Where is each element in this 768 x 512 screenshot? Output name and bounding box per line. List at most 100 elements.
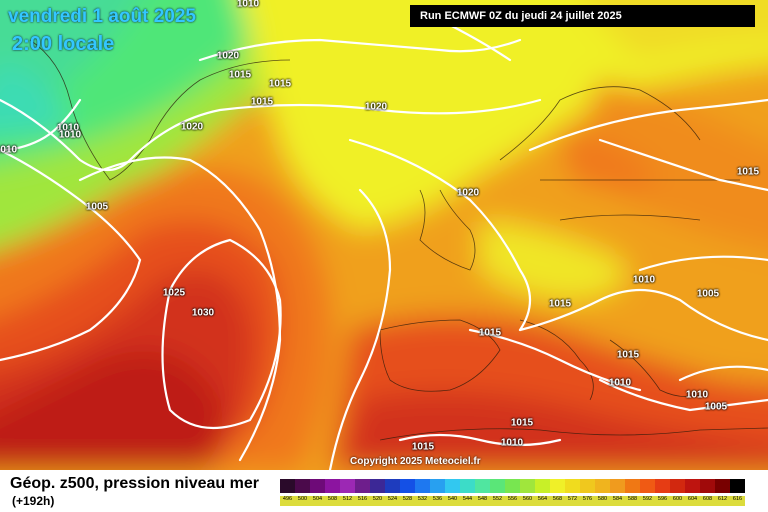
legend-swatch xyxy=(370,479,385,493)
isobar-label: 1020 xyxy=(216,50,240,62)
legend-swatch xyxy=(520,479,535,493)
legend-swatch xyxy=(430,479,445,493)
legend-swatch xyxy=(355,479,370,493)
isobar-label: 1015 xyxy=(228,69,252,81)
legend-tick: 592 xyxy=(640,496,655,506)
legend-swatch xyxy=(610,479,625,493)
legend-swatch xyxy=(700,479,715,493)
legend-swatch xyxy=(670,479,685,493)
map-caption-title: Géop. z500, pression niveau mer xyxy=(10,475,259,492)
legend-tick: 580 xyxy=(595,496,610,506)
legend-tick: 572 xyxy=(565,496,580,506)
isobar-label: 1015 xyxy=(548,298,572,310)
legend-swatch xyxy=(280,479,295,493)
isobar-label: 1015 xyxy=(268,78,292,90)
isobar-label: 1010 xyxy=(56,122,80,134)
forecast-time: 2:00 locale xyxy=(12,33,115,55)
isobar-label: 1015 xyxy=(616,349,640,361)
legend-swatch xyxy=(325,479,340,493)
run-banner: Run ECMWF 0Z du jeudi 24 juillet 2025 xyxy=(410,5,755,27)
legend-tick: 616 xyxy=(730,496,745,506)
legend-swatch xyxy=(640,479,655,493)
legend-tick: 544 xyxy=(460,496,475,506)
legend-tick: 528 xyxy=(400,496,415,506)
legend-swatch xyxy=(475,479,490,493)
isobar-label: 1010 xyxy=(685,389,709,401)
legend-tick: 504 xyxy=(310,496,325,506)
legend-swatch xyxy=(655,479,670,493)
copyright-text: Copyright 2025 Meteociel.fr xyxy=(350,456,481,467)
isobar-label: 1015 xyxy=(478,327,502,339)
legend-tick: 608 xyxy=(700,496,715,506)
legend-tick: 524 xyxy=(385,496,400,506)
legend-swatch xyxy=(415,479,430,493)
legend-tick: 508 xyxy=(325,496,340,506)
isobar-label: 1020 xyxy=(180,121,204,133)
isobar-label: 1015 xyxy=(411,441,435,453)
legend-tick: 520 xyxy=(370,496,385,506)
legend-tick: 532 xyxy=(415,496,430,506)
isobar-label: 1010 xyxy=(608,377,632,389)
legend-swatch xyxy=(550,479,565,493)
legend-tick: 516 xyxy=(355,496,370,506)
legend-tick: 576 xyxy=(580,496,595,506)
legend-tick: 540 xyxy=(445,496,460,506)
isobar-label: 1020 xyxy=(456,187,480,199)
legend-swatch xyxy=(460,479,475,493)
legend-swatch xyxy=(580,479,595,493)
isobar-label: 1005 xyxy=(704,401,728,413)
legend-tick: 564 xyxy=(535,496,550,506)
isobar-label: 1030 xyxy=(191,307,215,319)
map-caption-subtitle: (+192h) xyxy=(12,494,55,508)
legend-swatch xyxy=(625,479,640,493)
map-canvas xyxy=(0,0,768,470)
weather-map: 1010102010151015101510101010101010201020… xyxy=(0,0,768,470)
isobar-label: 1020 xyxy=(364,101,388,113)
isobar-label: 1010 xyxy=(632,274,656,286)
legend-tick: 548 xyxy=(475,496,490,506)
color-legend-ticks: 496 500 504 508 512 516 520 524 528 532 536 540 544 5… xyxy=(280,496,745,506)
legend-swatch xyxy=(445,479,460,493)
legend-swatch xyxy=(715,479,730,493)
color-legend xyxy=(280,479,745,493)
isobar-label: 1015 xyxy=(250,96,274,108)
isobar-label: 1015 xyxy=(736,166,760,178)
legend-tick: 568 xyxy=(550,496,565,506)
isobar-label: 1010 xyxy=(500,437,524,449)
legend-tick: 604 xyxy=(685,496,700,506)
legend-tick: 496 xyxy=(280,496,295,506)
legend-swatch xyxy=(490,479,505,493)
isobar-label: 1010 xyxy=(58,129,82,141)
legend-tick: 512 xyxy=(340,496,355,506)
legend-swatch xyxy=(595,479,610,493)
legend-tick: 596 xyxy=(655,496,670,506)
legend-tick: 600 xyxy=(670,496,685,506)
legend-swatch xyxy=(385,479,400,493)
legend-swatch xyxy=(565,479,580,493)
isobar-label: 1025 xyxy=(162,287,186,299)
legend-tick: 612 xyxy=(715,496,730,506)
coastlines xyxy=(29,39,768,441)
legend-tick: 552 xyxy=(490,496,505,506)
legend-swatch xyxy=(295,479,310,493)
legend-swatch xyxy=(685,479,700,493)
legend-tick: 536 xyxy=(430,496,445,506)
legend-tick: 500 xyxy=(295,496,310,506)
legend-swatch xyxy=(310,479,325,493)
isobar-label: 1015 xyxy=(510,417,534,429)
isobar-label: 1005 xyxy=(85,201,109,213)
geopotential-field xyxy=(0,0,768,470)
isobar-label: 1005 xyxy=(696,288,720,300)
legend-tick: 560 xyxy=(520,496,535,506)
legend-tick: 584 xyxy=(610,496,625,506)
legend-swatch xyxy=(505,479,520,493)
map-footer: Géop. z500, pression niveau mer (+192h) … xyxy=(0,470,768,512)
isobar-label: 1010 xyxy=(236,0,260,10)
legend-swatch xyxy=(535,479,550,493)
legend-swatch xyxy=(400,479,415,493)
isobar-label: 1010 xyxy=(0,144,18,156)
forecast-date: vendredi 1 août 2025 xyxy=(8,6,196,27)
isobars xyxy=(0,18,768,470)
legend-tick: 556 xyxy=(505,496,520,506)
